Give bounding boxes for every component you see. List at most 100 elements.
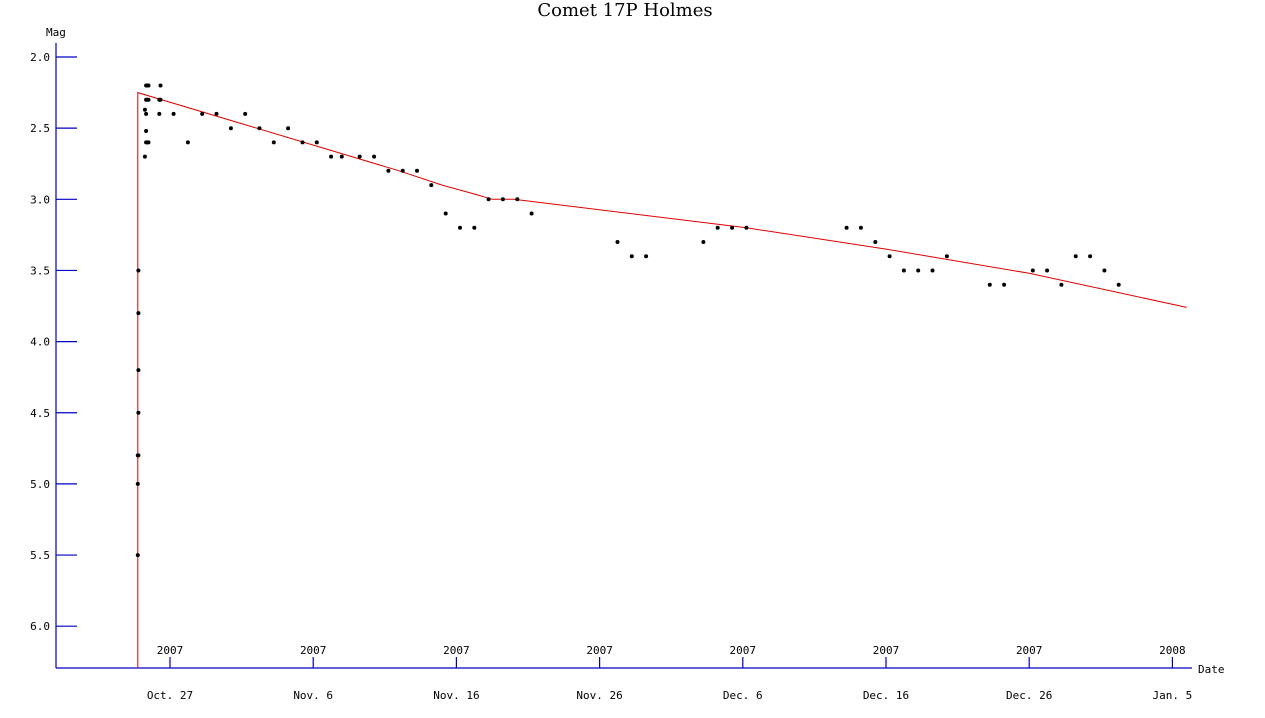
observation-point (200, 111, 205, 116)
observation-point (515, 197, 520, 202)
observation-point (339, 154, 344, 159)
observation-point (135, 481, 140, 486)
y-tick-label: 4.0 (30, 336, 50, 349)
observation-point (987, 282, 992, 287)
observation-point (135, 553, 140, 558)
observation-point (1116, 282, 1121, 287)
observation-point (944, 254, 949, 259)
observation-point (136, 311, 141, 316)
observation-point (429, 183, 434, 188)
observation-point (286, 126, 291, 131)
x-tick-label: Jan. 5 (1153, 689, 1193, 702)
observation-point (372, 154, 377, 159)
observation-point (314, 140, 319, 145)
observation-point (1088, 254, 1093, 259)
observation-point (1102, 268, 1107, 273)
observation-point (136, 410, 141, 415)
observation-point (1002, 282, 1007, 287)
observation-point (916, 268, 921, 273)
observation-point (744, 225, 749, 230)
observation-point (644, 254, 649, 259)
observation-point (146, 97, 151, 102)
observation-point (228, 126, 233, 131)
y-tick-label: 3.0 (30, 193, 50, 206)
observation-point (185, 140, 190, 145)
observation-point (1059, 282, 1064, 287)
observation-point (1045, 268, 1050, 273)
x-tick-year: 2007 (730, 644, 757, 657)
x-tick-year: 2007 (873, 644, 900, 657)
y-tick-label: 5.0 (30, 478, 50, 491)
observation-point (887, 254, 892, 259)
axes: 2.0 2.5 3.0 3.5 4.0 4.5 5.0 5.5 6.0 2007 Oct. 27 20… (30, 43, 1192, 702)
observation-point (300, 140, 305, 145)
x-tick-year: 2007 (300, 644, 327, 657)
y-tick-label: 4.5 (30, 407, 50, 420)
observation-point (144, 111, 149, 116)
observation-point (386, 168, 391, 173)
x-tick-year: 2008 (1159, 644, 1186, 657)
y-tick-label: 2.5 (30, 122, 50, 135)
observation-point (415, 168, 419, 173)
x-axis-label: Date (1198, 663, 1225, 676)
x-tick-label: Dec. 6 (723, 689, 763, 702)
observation-point (858, 225, 863, 230)
observation-point (715, 225, 720, 230)
observation-point (146, 140, 151, 145)
x-tick-label: Dec. 16 (863, 689, 909, 702)
chart-title: Comet 17P Holmes (537, 0, 713, 21)
x-tick-year: 2007 (443, 644, 470, 657)
x-tick-label: Nov. 6 (293, 689, 333, 702)
observation-point (400, 168, 405, 173)
observation-point (271, 140, 276, 145)
y-tick-label: 3.5 (30, 264, 50, 277)
observation-point (214, 111, 219, 116)
observations-layer (135, 83, 1121, 558)
trend-line (137, 91, 1187, 668)
y-tick-label: 5.5 (30, 549, 50, 562)
observation-point (458, 225, 462, 230)
x-tick-label: Nov. 16 (433, 689, 479, 702)
observation-point (844, 225, 849, 230)
observation-point (472, 225, 477, 230)
y-tick-label: 2.0 (30, 51, 50, 64)
observation-point (730, 225, 735, 230)
observation-point (157, 111, 162, 116)
y-tick-label: 6.0 (30, 620, 50, 633)
observation-point (930, 268, 935, 273)
x-tick-label: Nov. 26 (576, 689, 622, 702)
x-tick-year: 2007 (157, 644, 184, 657)
observation-point (486, 197, 491, 202)
observation-point (529, 211, 534, 216)
x-tick-year: 2007 (586, 644, 613, 657)
observation-point (144, 129, 149, 133)
trend-line-layer (137, 91, 1187, 668)
observation-point (329, 154, 334, 159)
observation-point (629, 254, 634, 259)
observation-point (136, 453, 141, 458)
observation-point (615, 240, 620, 244)
observation-point (257, 126, 262, 131)
x-tick-label: Dec. 26 (1006, 689, 1052, 702)
observation-point (142, 154, 147, 159)
x-tick-year: 2007 (1016, 644, 1043, 657)
observation-point (158, 83, 163, 88)
observation-point (1073, 254, 1078, 259)
observation-point (901, 268, 906, 273)
observation-point (171, 111, 176, 116)
observation-point (500, 197, 505, 202)
y-axis-label: Mag (46, 26, 66, 39)
observation-point (1030, 268, 1035, 273)
observation-point (136, 368, 141, 373)
observation-point (146, 83, 151, 88)
x-tick-label: Oct. 27 (147, 689, 193, 702)
observation-point (873, 240, 878, 244)
observation-point (142, 107, 147, 112)
observation-point (136, 268, 141, 273)
observation-point (443, 211, 448, 216)
observation-point (158, 97, 163, 102)
observation-point (357, 154, 362, 159)
observation-point (701, 240, 706, 244)
observation-point (243, 111, 248, 116)
